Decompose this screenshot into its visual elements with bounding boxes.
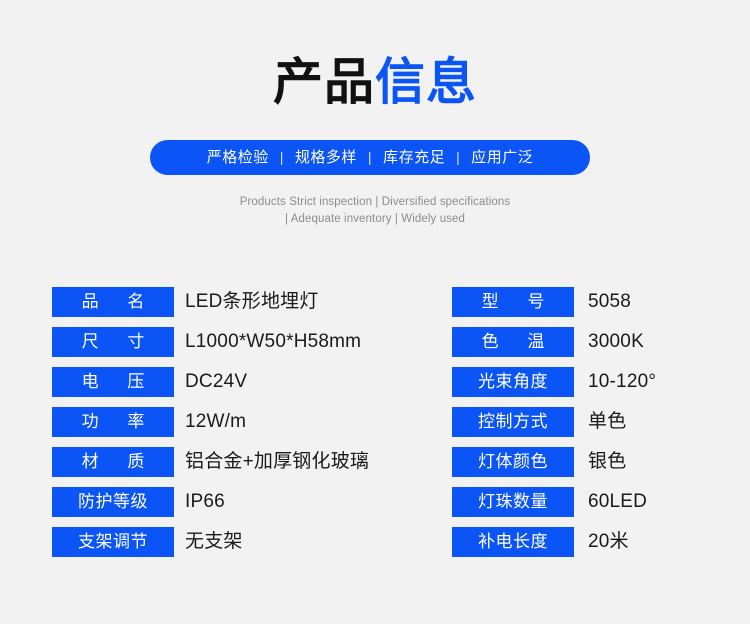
spec-row: 光束角度 10-120° [452, 367, 742, 397]
feature-separator-3: | [456, 149, 461, 165]
page-title-accent-part: 信息 [375, 54, 477, 110]
spec-row: 材 质铝合金+加厚钢化玻璃 [52, 447, 412, 477]
feature-separator-2: | [367, 149, 373, 165]
spec-column-right: 型 号 5058 色 温 3000K 光束角度 10-120° 控制方式 单色 灯体颜色 银色 灯珠… [452, 287, 742, 567]
page-title-dark-part: 产品 [273, 54, 375, 110]
spec-row: 品 名 LED条形地埋灯 [52, 287, 412, 317]
spec-row: 色 温 3000K [452, 327, 742, 357]
spec-value: 60LED [588, 491, 648, 512]
spec-row: 补电长度 20米 [452, 527, 742, 557]
spec-value: IP66 [185, 491, 225, 512]
spec-label: 色 温 [452, 327, 574, 357]
spec-row: 防护等级 IP66 [52, 487, 412, 517]
spec-label: 型 号 [452, 287, 574, 317]
spec-value: 12W/m [185, 411, 247, 432]
subtitle-english: Products Strict inspection | Diversified… [185, 194, 565, 228]
spec-label: 支架调节 [52, 527, 174, 557]
specification-table: 品 名 LED条形地埋灯尺 寸 L1000*W50*H58mm 电 压 DC24V 功 率… [0, 287, 750, 577]
spec-value: 无支架 [185, 531, 243, 552]
spec-label: 电 压 [52, 367, 174, 397]
spec-row: 控制方式 单色 [452, 407, 742, 437]
spec-value: 3000K [588, 331, 644, 352]
spec-label: 品 名 [52, 287, 174, 317]
spec-label: 灯体颜色 [452, 447, 574, 477]
spec-label: 防护等级 [52, 487, 174, 517]
spec-column-left: 品 名 LED条形地埋灯尺 寸 L1000*W50*H58mm 电 压 DC24V 功 率… [52, 287, 412, 567]
spec-row: 支架调节 无支架 [52, 527, 412, 557]
spec-label: 功 率 [52, 407, 174, 437]
spec-row: 电 压 DC24V [52, 367, 412, 397]
spec-label: 灯珠数量 [452, 487, 574, 517]
feature-pill-banner: 严格检验 | 规格多样 | 库存充足 | 应用广泛 [150, 140, 590, 175]
spec-label: 补电长度 [452, 527, 574, 557]
feature-item-2: 规格多样 [294, 149, 357, 166]
spec-label: 尺 寸 [52, 327, 174, 357]
spec-value: L1000*W50*H58mm [185, 331, 362, 352]
spec-row: 功 率 12W/m [52, 407, 412, 437]
spec-label: 光束角度 [452, 367, 574, 397]
feature-pill-items: 严格检验 | 规格多样 | 库存充足 | 应用广泛 [205, 149, 535, 166]
spec-value: 银色 [588, 451, 627, 472]
spec-label: 材 质 [52, 447, 174, 477]
spec-value: DC24V [185, 371, 248, 392]
spec-row: 尺 寸 L1000*W50*H58mm [52, 327, 412, 357]
feature-separator-1: | [279, 149, 284, 165]
spec-value: 20米 [588, 531, 629, 552]
spec-label: 控制方式 [452, 407, 574, 437]
page-title: 产品信息 [0, 52, 750, 112]
spec-value: 10-120° [588, 371, 657, 392]
spec-value: 5058 [588, 291, 632, 312]
subtitle-line-1: Products Strict inspection | Diversified… [239, 196, 511, 208]
spec-row: 灯珠数量 60LED [452, 487, 742, 517]
spec-value: 单色 [588, 411, 627, 432]
spec-value: LED条形地埋灯 [185, 291, 319, 312]
feature-item-4: 应用广泛 [471, 149, 534, 166]
feature-item-1: 严格检验 [206, 149, 269, 166]
subtitle-line-2: | Adequate inventory | Widely used [284, 213, 466, 225]
spec-row: 灯体颜色 银色 [452, 447, 742, 477]
feature-item-3: 库存充足 [383, 149, 446, 166]
spec-value: 铝合金+加厚钢化玻璃 [185, 451, 370, 472]
spec-row: 型 号 5058 [452, 287, 742, 317]
